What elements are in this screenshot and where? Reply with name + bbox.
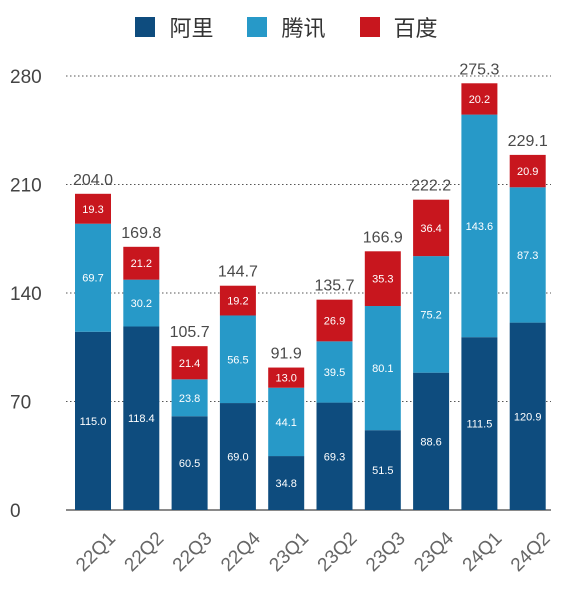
y-tick-label: 280 [10, 67, 42, 88]
legend-label: 腾讯 [281, 17, 326, 42]
y-tick-label: 0 [10, 501, 21, 522]
bar-segment [123, 246, 160, 280]
bar-value-label: 118.4 [128, 413, 155, 425]
y-tick-label: 210 [10, 176, 42, 197]
x-tick-label: 23Q2 [314, 528, 362, 576]
x-tick-label: 24Q2 [507, 528, 555, 576]
bar-value-label: 120.9 [514, 411, 542, 423]
bar-segment [316, 341, 353, 403]
bar-total-label: 144.7 [218, 264, 258, 281]
bar-segment [509, 322, 546, 510]
bar-segment [461, 337, 498, 510]
bar-value-label: 75.2 [420, 309, 441, 321]
x-tick-label: 23Q4 [410, 528, 458, 576]
bar-segment [268, 367, 305, 388]
bar-value-label: 51.5 [372, 465, 393, 477]
legend-label: 阿里 [169, 17, 214, 42]
bar-value-label: 69.0 [227, 452, 248, 464]
bar-segment [171, 416, 208, 510]
bar-segment [171, 346, 208, 380]
bar-value-label: 21.4 [179, 358, 200, 370]
bar-value-label: 69.3 [324, 451, 345, 463]
bar-value-label: 19.2 [227, 296, 248, 308]
x-tick-label: 22Q1 [72, 528, 120, 576]
bar-value-label: 88.6 [420, 436, 441, 448]
bar-segment [413, 256, 450, 373]
bar-segment [509, 154, 546, 188]
bar-value-label: 60.5 [179, 458, 200, 470]
bar-value-label: 143.6 [466, 221, 494, 233]
bar-value-label: 23.8 [179, 393, 200, 405]
bar-segment [75, 193, 111, 224]
bar-value-label: 80.1 [372, 363, 393, 375]
bar-total-label: 169.8 [121, 225, 161, 242]
bar-value-label: 35.3 [372, 274, 393, 286]
bar-segment [364, 430, 401, 510]
bar-total-label: 91.9 [271, 346, 302, 363]
x-tick-label: 24Q1 [459, 528, 507, 576]
bar-segment [123, 326, 160, 510]
legend-item-2: 百度 [359, 11, 438, 43]
bar-value-label: 21.2 [131, 258, 152, 270]
bar-value-label: 20.2 [469, 94, 490, 106]
bar-value-label: 111.5 [466, 419, 492, 431]
bar-segment [364, 251, 401, 307]
bar-value-label: 13.0 [275, 373, 296, 385]
bar-total-label: 275.3 [459, 61, 499, 78]
bar-value-label: 30.2 [131, 298, 152, 310]
legend-label: 百度 [393, 17, 438, 42]
x-tick-label: 23Q1 [265, 528, 313, 576]
bar-segment [364, 306, 401, 431]
x-tick-label: 22Q2 [121, 528, 169, 576]
bar-value-label: 56.5 [227, 354, 248, 366]
bar-total-label: 204.0 [73, 172, 113, 189]
legend-swatch [135, 17, 156, 37]
legend: 阿里 腾讯 百度 [0, 10, 573, 44]
bar-segment [461, 83, 498, 115]
bar-value-label: 115.0 [80, 416, 107, 428]
bar-value-label: 44.1 [275, 417, 296, 429]
bar-segment [316, 402, 353, 510]
x-tick-label: 23Q3 [362, 528, 410, 576]
y-tick-label: 140 [10, 284, 42, 305]
bar-segment [509, 187, 546, 323]
bar-total-label: 166.9 [363, 229, 403, 246]
bar-segment [219, 315, 256, 404]
bar-total-label: 222.2 [411, 178, 451, 195]
bar-value-label: 34.8 [275, 478, 296, 490]
bar-segment [75, 223, 111, 332]
bar-segment [268, 456, 305, 510]
bar-segment [413, 199, 450, 257]
bar-segment [413, 372, 450, 510]
bar-segment [268, 387, 305, 457]
bar-value-label: 19.3 [82, 204, 103, 216]
bar-value-label: 36.4 [420, 223, 441, 235]
bar-value-label: 26.9 [324, 316, 345, 328]
bar-segment [219, 285, 256, 316]
x-tick-label: 22Q3 [169, 528, 217, 576]
bar-segment [75, 331, 111, 510]
bar-value-label: 87.3 [517, 250, 538, 262]
x-tick-label: 22Q4 [217, 528, 265, 576]
bar-total-label: 105.7 [170, 324, 210, 341]
legend-item-1: 腾讯 [247, 11, 326, 43]
legend-swatch [247, 17, 268, 37]
bar-segment [123, 279, 160, 327]
bar-total-label: 135.7 [314, 278, 354, 295]
bar-value-label: 20.9 [517, 166, 538, 178]
bar-segment [171, 379, 208, 417]
legend-item-0: 阿里 [135, 11, 213, 43]
bar-total-label: 229.1 [508, 133, 548, 150]
legend-swatch [359, 17, 380, 37]
bar-segment [461, 114, 498, 338]
bar-value-label: 69.7 [82, 273, 103, 285]
y-tick-label: 70 [10, 393, 31, 414]
bar-value-label: 39.5 [324, 367, 345, 379]
bar-segment [219, 403, 256, 510]
bar-segment [316, 299, 353, 342]
